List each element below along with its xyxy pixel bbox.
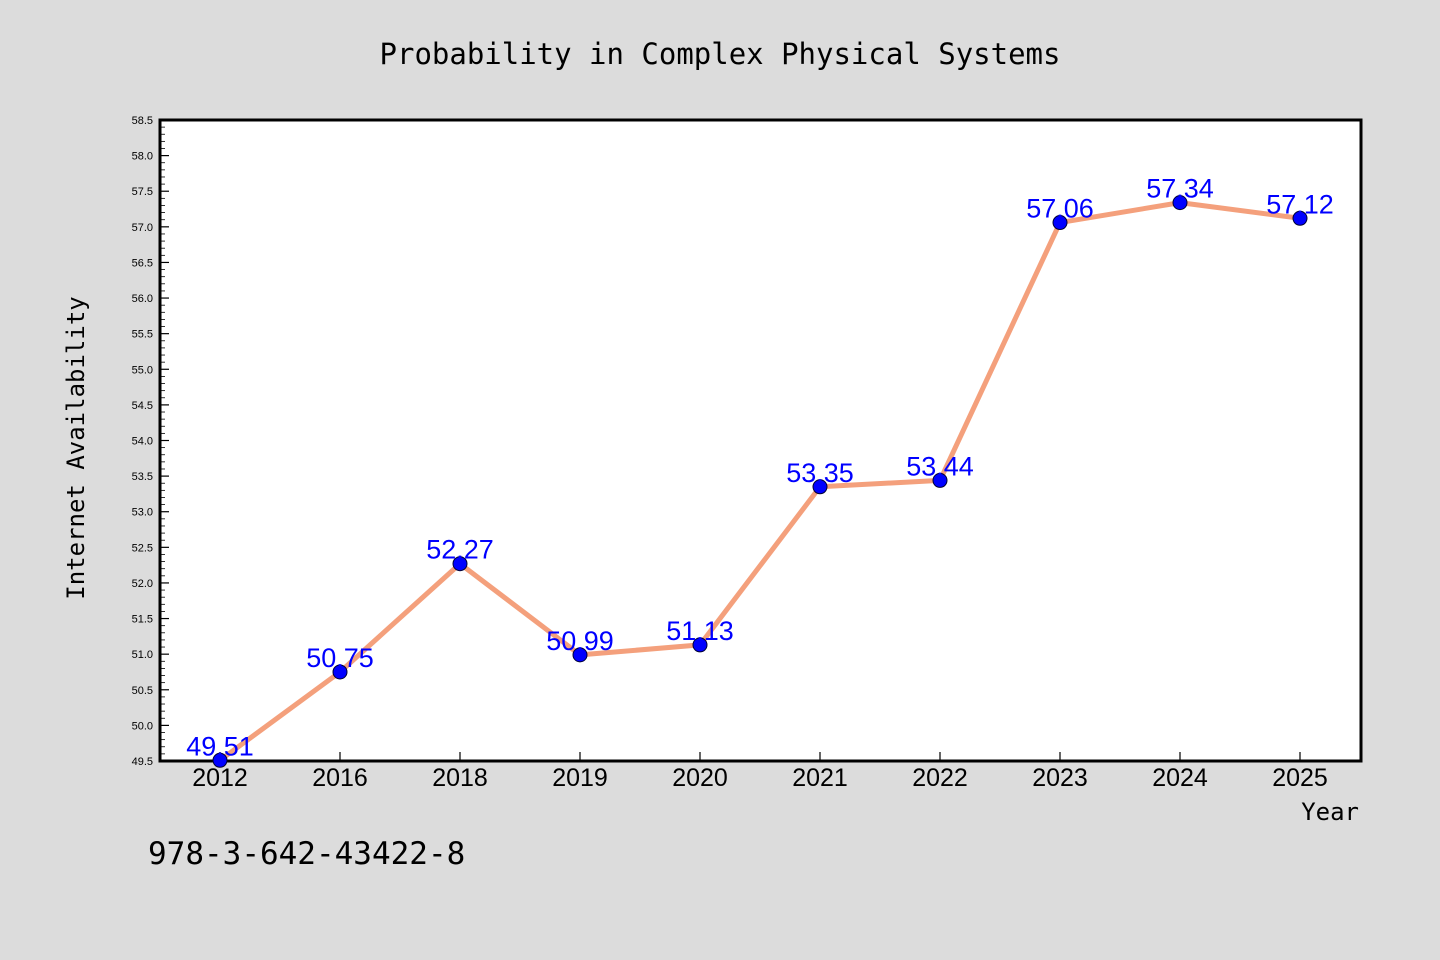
y-tick-label: 55.5 xyxy=(132,329,153,341)
x-axis-ticks: 2012 2016 2018 2019 2020 2021 2022 2023 2024 2025 xyxy=(192,752,1328,792)
data-point xyxy=(812,479,828,495)
y-tick-label: 57.0 xyxy=(132,222,153,234)
data-markers xyxy=(212,195,1308,768)
data-label: 49.51 xyxy=(186,731,254,761)
x-tick-label: 2018 xyxy=(432,764,488,792)
data-label: 57.06 xyxy=(1026,194,1094,224)
x-axis-label: Year xyxy=(1301,798,1359,826)
x-tick-label: 2022 xyxy=(912,764,968,792)
data-point xyxy=(692,637,708,653)
series-line xyxy=(217,200,1303,763)
x-tick-label: 2012 xyxy=(192,764,248,792)
x-tick-label: 2019 xyxy=(552,764,608,792)
y-tick-label: 52.0 xyxy=(132,578,153,590)
y-tick-label: 56.0 xyxy=(132,293,153,305)
data-point xyxy=(932,472,948,488)
chart-title: Probability in Complex Physical Systems xyxy=(380,37,1061,71)
y-axis-label: Internet Availability xyxy=(62,296,90,599)
y-tick-label: 52.5 xyxy=(132,542,153,554)
y-tick-label: 51.5 xyxy=(132,614,153,626)
y-tick-label: 53.5 xyxy=(132,471,153,483)
y-axis-ticks: 49.5 50.0 50.5 51.0 51.5 52.0 52.5 53.0 53.5 54.0… xyxy=(132,115,169,768)
y-tick-label: 55.0 xyxy=(132,364,153,376)
data-point xyxy=(332,664,348,680)
data-label: 57.12 xyxy=(1266,189,1334,219)
y-tick-label: 57.5 xyxy=(132,186,153,198)
data-label: 53.35 xyxy=(786,458,854,488)
x-tick-label: 2016 xyxy=(312,764,368,792)
x-tick-label: 2025 xyxy=(1272,764,1328,792)
y-tick-label: 49.5 xyxy=(132,756,153,768)
data-point xyxy=(572,647,588,663)
data-point xyxy=(1292,210,1308,226)
y-tick-label: 54.5 xyxy=(132,400,153,412)
data-point xyxy=(1052,215,1068,231)
data-labels: 49.51 50.75 52.27 50.99 51.13 53.35 53.44 57.06… xyxy=(186,174,1334,762)
y-tick-label: 53.0 xyxy=(132,507,153,519)
y-tick-label: 50.0 xyxy=(132,720,153,732)
y-tick-label: 51.0 xyxy=(132,649,153,661)
series-line-group xyxy=(217,200,1303,763)
data-point xyxy=(1172,195,1188,211)
y-tick-label: 56.5 xyxy=(132,257,153,269)
data-label: 53.44 xyxy=(906,451,974,481)
data-label: 52.27 xyxy=(426,535,494,565)
x-tick-label: 2020 xyxy=(672,764,728,792)
data-label: 51.13 xyxy=(666,616,734,646)
data-point xyxy=(452,556,468,572)
data-point xyxy=(212,752,228,768)
x-tick-label: 2023 xyxy=(1032,764,1088,792)
y-tick-label: 58.5 xyxy=(132,115,153,127)
y-tick-label: 58.0 xyxy=(132,151,153,163)
data-label: 50.99 xyxy=(546,626,614,656)
data-label: 50.75 xyxy=(306,643,374,673)
y-tick-label: 50.5 xyxy=(132,685,153,697)
y-tick-label: 54.0 xyxy=(132,436,153,448)
x-tick-label: 2024 xyxy=(1152,764,1208,792)
data-label: 57.34 xyxy=(1146,174,1214,204)
x-tick-label: 2021 xyxy=(792,764,848,792)
isbn-annotation: 978-3-642-43422-8 xyxy=(148,836,465,872)
